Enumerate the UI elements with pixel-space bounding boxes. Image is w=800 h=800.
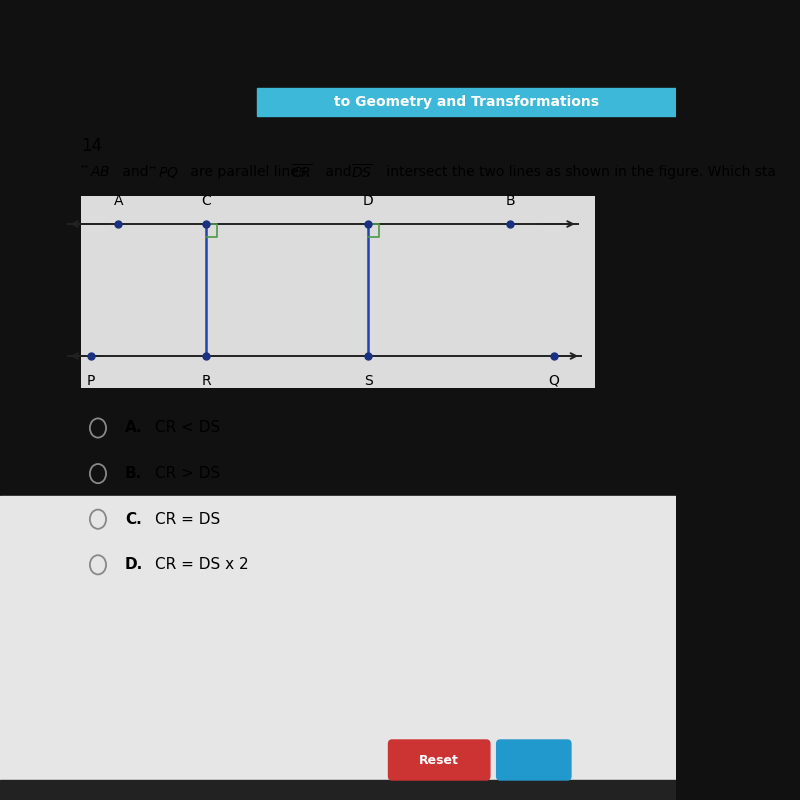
- FancyBboxPatch shape: [497, 740, 571, 780]
- Bar: [0, 780, 676, 800]
- Text: Q: Q: [549, 374, 559, 387]
- Text: 14: 14: [81, 137, 102, 154]
- Text: B: B: [506, 194, 515, 208]
- Bar: [0, 496, 676, 784]
- Text: CR = DS x 2: CR = DS x 2: [155, 558, 249, 572]
- Text: D: D: [363, 194, 374, 208]
- Text: B.: B.: [125, 466, 142, 481]
- Text: are parallel lines.: are parallel lines.: [186, 165, 314, 179]
- Text: A.: A.: [125, 421, 142, 435]
- Text: C.: C.: [125, 512, 142, 526]
- Text: CR = DS: CR = DS: [155, 512, 221, 526]
- Text: $\overleftrightarrow{AB}$: $\overleftrightarrow{AB}$: [81, 165, 110, 179]
- Text: $\overleftrightarrow{PQ}$: $\overleftrightarrow{PQ}$: [149, 164, 178, 180]
- Text: Reset: Reset: [419, 754, 459, 766]
- Text: and: and: [321, 165, 356, 179]
- Text: C: C: [202, 194, 211, 208]
- Text: D.: D.: [125, 558, 143, 572]
- Text: intersect the two lines as shown in the figure. Which sta: intersect the two lines as shown in the …: [382, 165, 776, 179]
- Text: S: S: [364, 374, 373, 387]
- Text: P: P: [87, 374, 95, 387]
- Text: $\overline{DS}$: $\overline{DS}$: [351, 163, 373, 181]
- Text: A: A: [114, 194, 123, 208]
- Text: CR < DS: CR < DS: [155, 421, 221, 435]
- FancyBboxPatch shape: [389, 740, 490, 780]
- Text: R: R: [202, 374, 211, 387]
- Text: to Geometry and Transformations: to Geometry and Transformations: [334, 95, 598, 109]
- Bar: [257, 88, 676, 116]
- Bar: [0, 0, 676, 512]
- Text: and: and: [118, 165, 154, 179]
- Text: CR > DS: CR > DS: [155, 466, 221, 481]
- Text: $\overline{CR}$: $\overline{CR}$: [290, 163, 312, 181]
- Bar: [81, 196, 594, 388]
